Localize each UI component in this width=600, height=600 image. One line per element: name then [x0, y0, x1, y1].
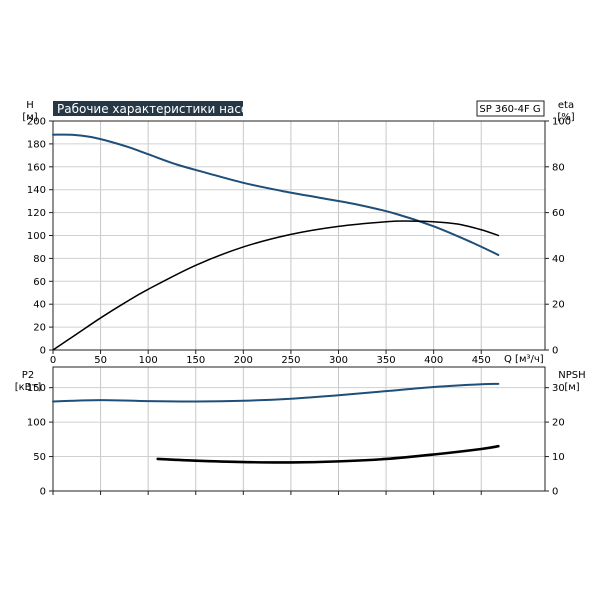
head-curve-line — [52, 133, 500, 256]
bottom-panel-grid — [52, 366, 546, 492]
h-axis-unit: [м] — [22, 112, 37, 123]
x-tick-label: 300 — [329, 355, 348, 366]
y-tick-label-left: 40 — [33, 300, 46, 311]
chart-title-box — [53, 101, 243, 116]
y-tick-label-right: 20 — [552, 418, 565, 429]
y-tick-label-left: 0 — [40, 346, 46, 357]
x-tick-label: 250 — [281, 355, 300, 366]
y-tick-label-right: 0 — [552, 487, 558, 498]
eta-axis-symbol: eta — [558, 100, 574, 111]
y-tick-label-left: 0 — [40, 487, 46, 498]
y-tick-label-left: 120 — [27, 208, 46, 219]
top-panel-ticks: 0 20 40 60 80 100 120 140 160 180 200 0 20 40 60 80 100 0… — [27, 117, 571, 367]
x-tick-label: 100 — [139, 355, 158, 366]
x-tick-label: 350 — [377, 355, 396, 366]
plot-frame — [52, 366, 546, 492]
y-tick-label-right: 20 — [552, 300, 565, 311]
x-tick-label: 150 — [186, 355, 205, 366]
top-panel-grid — [52, 120, 546, 351]
bottom-panel-ticks: 0 50 100 150 0 10 20 30 — [27, 383, 565, 497]
chart-title: Рабочие характеристики насоса — [57, 102, 262, 116]
p2-axis-unit: [кВт] — [15, 382, 42, 393]
model-label: SP 360-4F G — [479, 104, 540, 115]
y-tick-label-left: 100 — [27, 231, 46, 242]
y-tick-label-left: 80 — [33, 254, 46, 265]
npsh-curve-line — [156, 444, 500, 464]
y-tick-label-right: 30 — [552, 383, 565, 394]
y-tick-label-left: 180 — [27, 139, 46, 150]
h-axis-symbol: H — [26, 100, 34, 111]
x-tick-label: 450 — [472, 355, 491, 366]
y-tick-label-left: 60 — [33, 277, 46, 288]
y-tick-label-right: 10 — [552, 452, 565, 463]
y-tick-label-right: 80 — [552, 162, 565, 173]
y-tick-label-left: 160 — [27, 162, 46, 173]
npsh-axis-symbol: NPSH — [558, 370, 585, 381]
y-tick-label-right: 40 — [552, 254, 565, 265]
x-axis-label: Q [м³/ч] — [504, 354, 544, 365]
y-tick-label-left: 150 — [27, 383, 46, 394]
y-tick-label-right: 100 — [552, 117, 571, 128]
power-p2-curve-line — [52, 382, 500, 403]
x-tick-label: 50 — [94, 355, 107, 366]
model-label-box — [476, 100, 545, 117]
bottom-panel-series — [52, 382, 500, 464]
y-tick-label-left: 100 — [27, 418, 46, 429]
y-tick-label-right: 0 — [552, 346, 558, 357]
x-tick-label: 0 — [50, 355, 56, 366]
npsh-axis-unit: [м] — [564, 382, 579, 393]
x-tick-label: 400 — [424, 355, 443, 366]
y-tick-label-left: 140 — [27, 185, 46, 196]
p2-axis-symbol: P2 — [22, 370, 34, 381]
y-tick-label-left: 50 — [33, 452, 46, 463]
x-tick-label: 200 — [234, 355, 253, 366]
y-tick-label-right: 60 — [552, 208, 565, 219]
eta-axis-unit: [%] — [557, 112, 574, 123]
top-panel-series — [52, 133, 500, 351]
y-tick-label-left: 200 — [27, 117, 46, 128]
y-tick-label-left: 20 — [33, 323, 46, 334]
efficiency-curve-line — [52, 220, 500, 351]
